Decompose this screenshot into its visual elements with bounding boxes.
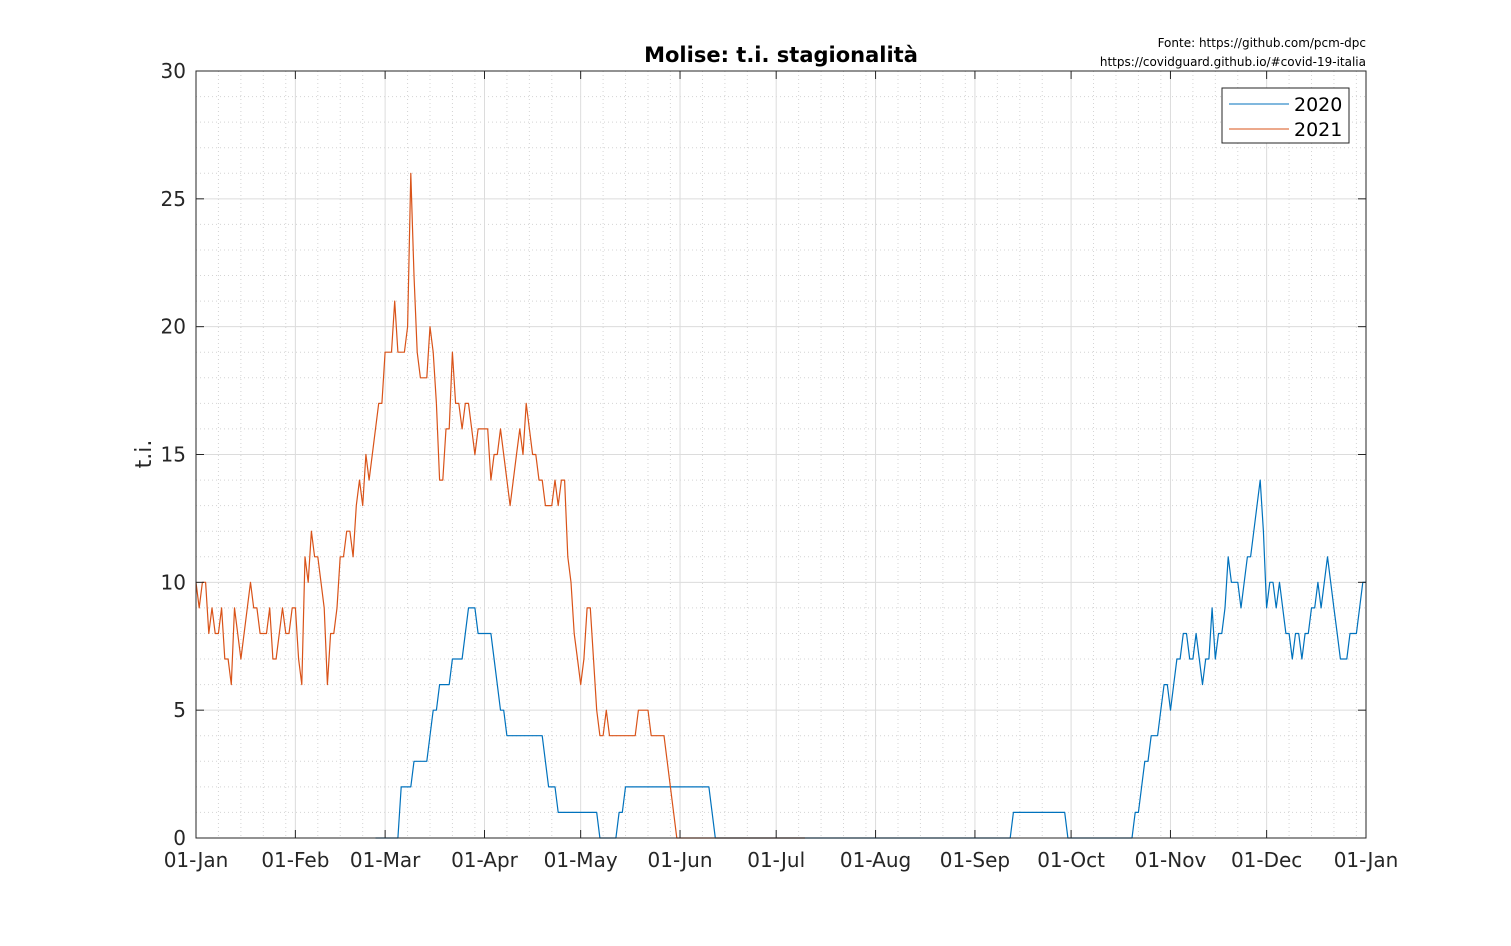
series-lines bbox=[195, 172, 1366, 839]
legend-label-2021: 2021 bbox=[1294, 119, 1342, 141]
minor-grid bbox=[196, 71, 1366, 838]
chart-title: Molise: t.i. stagionalità bbox=[644, 43, 918, 67]
x-tick-label: 01-Sep bbox=[940, 848, 1010, 872]
legend: 2020 2021 bbox=[1221, 87, 1350, 144]
series-line-2020 bbox=[375, 479, 1366, 839]
y-tick-label: 30 bbox=[161, 59, 186, 83]
x-tick-label: 01-Apr bbox=[451, 848, 519, 872]
axis-ticks bbox=[195, 70, 1367, 839]
x-tick-labels: 01-Jan 01-Feb 01-Mar 01-Apr 01-May 01-Jun 01-J… bbox=[164, 848, 1399, 872]
source-line-1: Fonte: https://github.com/pcm-dpc bbox=[1158, 36, 1366, 50]
y-tick-label: 15 bbox=[161, 443, 186, 467]
x-tick-label: 01-Mar bbox=[350, 848, 421, 872]
y-tick-label: 10 bbox=[161, 570, 186, 594]
x-tick-label: 01-Oct bbox=[1037, 848, 1105, 872]
y-tick-label: 20 bbox=[161, 315, 186, 339]
y-tick-label: 0 bbox=[173, 826, 186, 850]
y-tick-labels: 0 5 10 15 20 25 30 bbox=[161, 59, 186, 850]
x-tick-label: 01-Feb bbox=[261, 848, 329, 872]
y-tick-label: 5 bbox=[173, 698, 186, 722]
series-line-2021 bbox=[195, 172, 805, 839]
x-tick-label: 01-Jun bbox=[648, 848, 713, 872]
source-line-2: https://covidguard.github.io/#covid-19-i… bbox=[1100, 55, 1366, 69]
x-tick-label: 01-Nov bbox=[1135, 848, 1207, 872]
y-axis-label: t.i. bbox=[132, 440, 157, 469]
x-tick-label: 01-Jan bbox=[1334, 848, 1399, 872]
x-tick-label: 01-Aug bbox=[840, 848, 911, 872]
legend-label-2020: 2020 bbox=[1294, 94, 1342, 116]
x-tick-label: 01-Jul bbox=[747, 848, 805, 872]
x-tick-label: 01-Dec bbox=[1231, 848, 1302, 872]
x-tick-label: 01-May bbox=[544, 848, 618, 872]
y-tick-label: 25 bbox=[161, 187, 186, 211]
legend-box bbox=[1221, 87, 1350, 144]
x-tick-label: 01-Jan bbox=[164, 848, 229, 872]
major-grid bbox=[195, 70, 1367, 839]
